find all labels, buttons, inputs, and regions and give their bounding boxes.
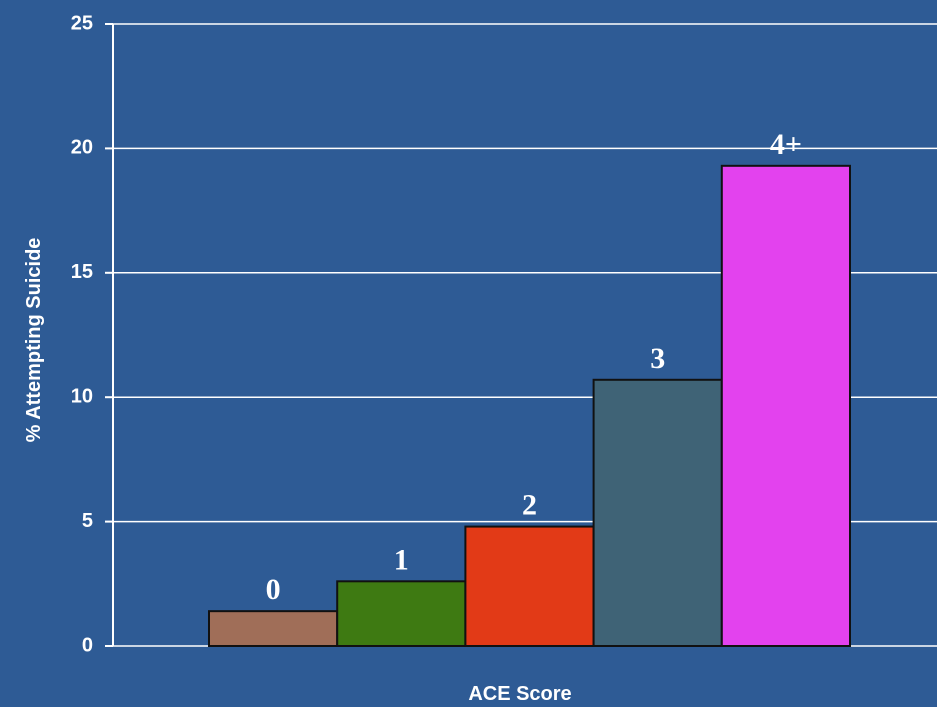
y-tick-label: 10 [71,385,93,407]
category-label: 4+ [770,128,802,161]
y-tick-label: 15 [71,261,93,283]
y-tick-label: 20 [71,137,93,159]
category-label: 3 [650,342,665,375]
y-tick-label: 5 [82,510,93,532]
bar [208,610,339,648]
bar [336,580,467,648]
y-tick-label: 0 [82,634,93,656]
x-axis-label: ACE Score [468,683,571,705]
category-label: 2 [522,489,537,522]
bar [464,525,595,647]
bar [592,378,723,647]
category-label: 1 [394,543,409,576]
y-axis-label: % Attempting Suicide [23,238,45,443]
category-label: 0 [266,573,281,606]
bar [720,164,851,647]
y-tick-label: 25 [71,12,93,34]
